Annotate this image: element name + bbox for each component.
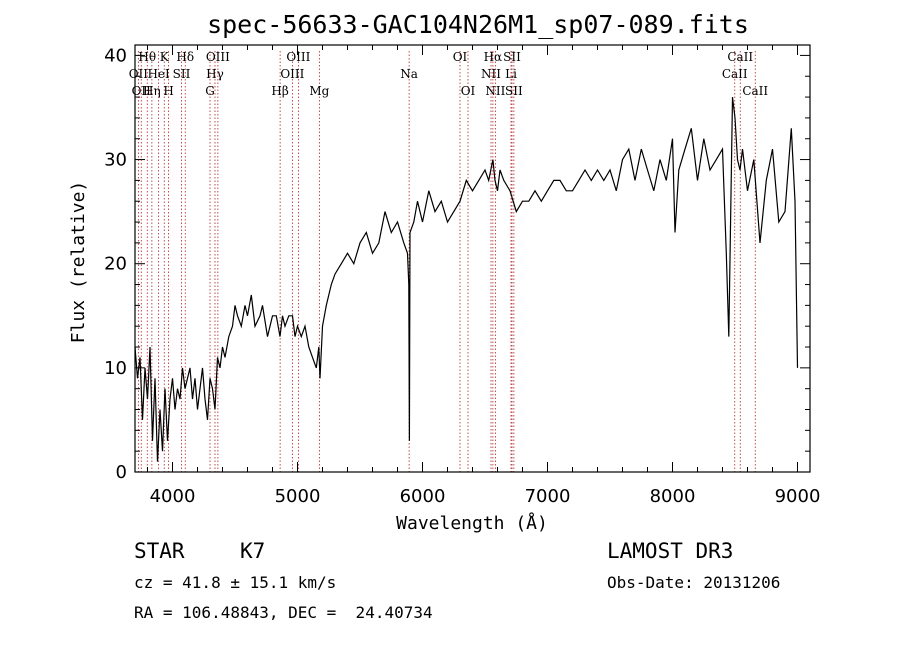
line-label: Hγ [206,67,224,81]
line-label: Hβ [271,84,288,98]
line-label: SII [503,50,521,64]
x-tick-label: 4000 [150,486,196,507]
object-class: STAR [134,539,185,563]
line-label: Hθ [138,50,156,64]
line-label: Hα [484,50,503,64]
spectrum-line [134,97,799,462]
y-axis: 0 10 20 30 40 [104,45,810,483]
line-label: NII [485,84,505,98]
line-label: H [163,84,173,98]
x-tick-label: 7000 [525,486,571,507]
x-tick-label: 5000 [275,486,321,507]
line-label: OII [129,67,149,81]
line-label: Hδ [176,50,194,64]
x-tick-label: 6000 [400,486,446,507]
line-label: SII [505,84,523,98]
line-label: K [160,50,170,64]
plot-frame [134,44,811,473]
line-label: OIII [286,50,310,64]
line-label: OI [461,84,476,98]
x-tick-label: 8000 [650,486,696,507]
x-axis-label: Wavelength (Å) [396,512,548,534]
line-label: OIII [280,67,304,81]
coordinates-text: RA = 106.48843, DEC = 24.40734 [134,603,433,622]
line-label: CaII [722,67,748,81]
chart-title: spec-56633-GAC104N26M1_sp07-089.fits [207,10,749,39]
line-label: CaII [727,50,753,64]
y-tick-label: 20 [104,254,127,275]
y-tick-label: 10 [104,358,127,379]
y-tick-label: 30 [104,150,127,171]
line-label: Hη [143,84,161,98]
line-label: Na [400,67,418,81]
line-label: SII [173,67,191,81]
x-tick-label: 9000 [775,486,821,507]
y-tick-label: 0 [116,462,127,483]
line-markers [137,51,756,472]
line-label: OII [132,84,152,98]
redshift-text: cz = 41.8 ± 15.1 km/s [134,573,337,592]
line-label: Mg [309,84,329,98]
survey-name: LAMOST DR3 [607,539,734,563]
obs-date: Obs-Date: 20131206 [607,573,781,592]
line-label: CaII [742,84,768,98]
line-label: OI [453,50,468,64]
line-label: Li [505,67,517,81]
y-tick-label: 40 [104,45,127,66]
line-label: HeI [147,67,170,81]
line-label: NII [481,67,501,81]
x-axis: 4000 5000 6000 7000 8000 9000 [147,45,821,507]
line-label: OIII [206,50,230,64]
line-label: G [205,84,215,98]
y-axis-label: Flux (relative) [68,181,89,344]
subclass: K7 [240,539,266,563]
line-labels: OIIOIIHθHηHeIKHSIIHδGHγOIIIHβOIIIOIIIMgN… [129,50,769,98]
